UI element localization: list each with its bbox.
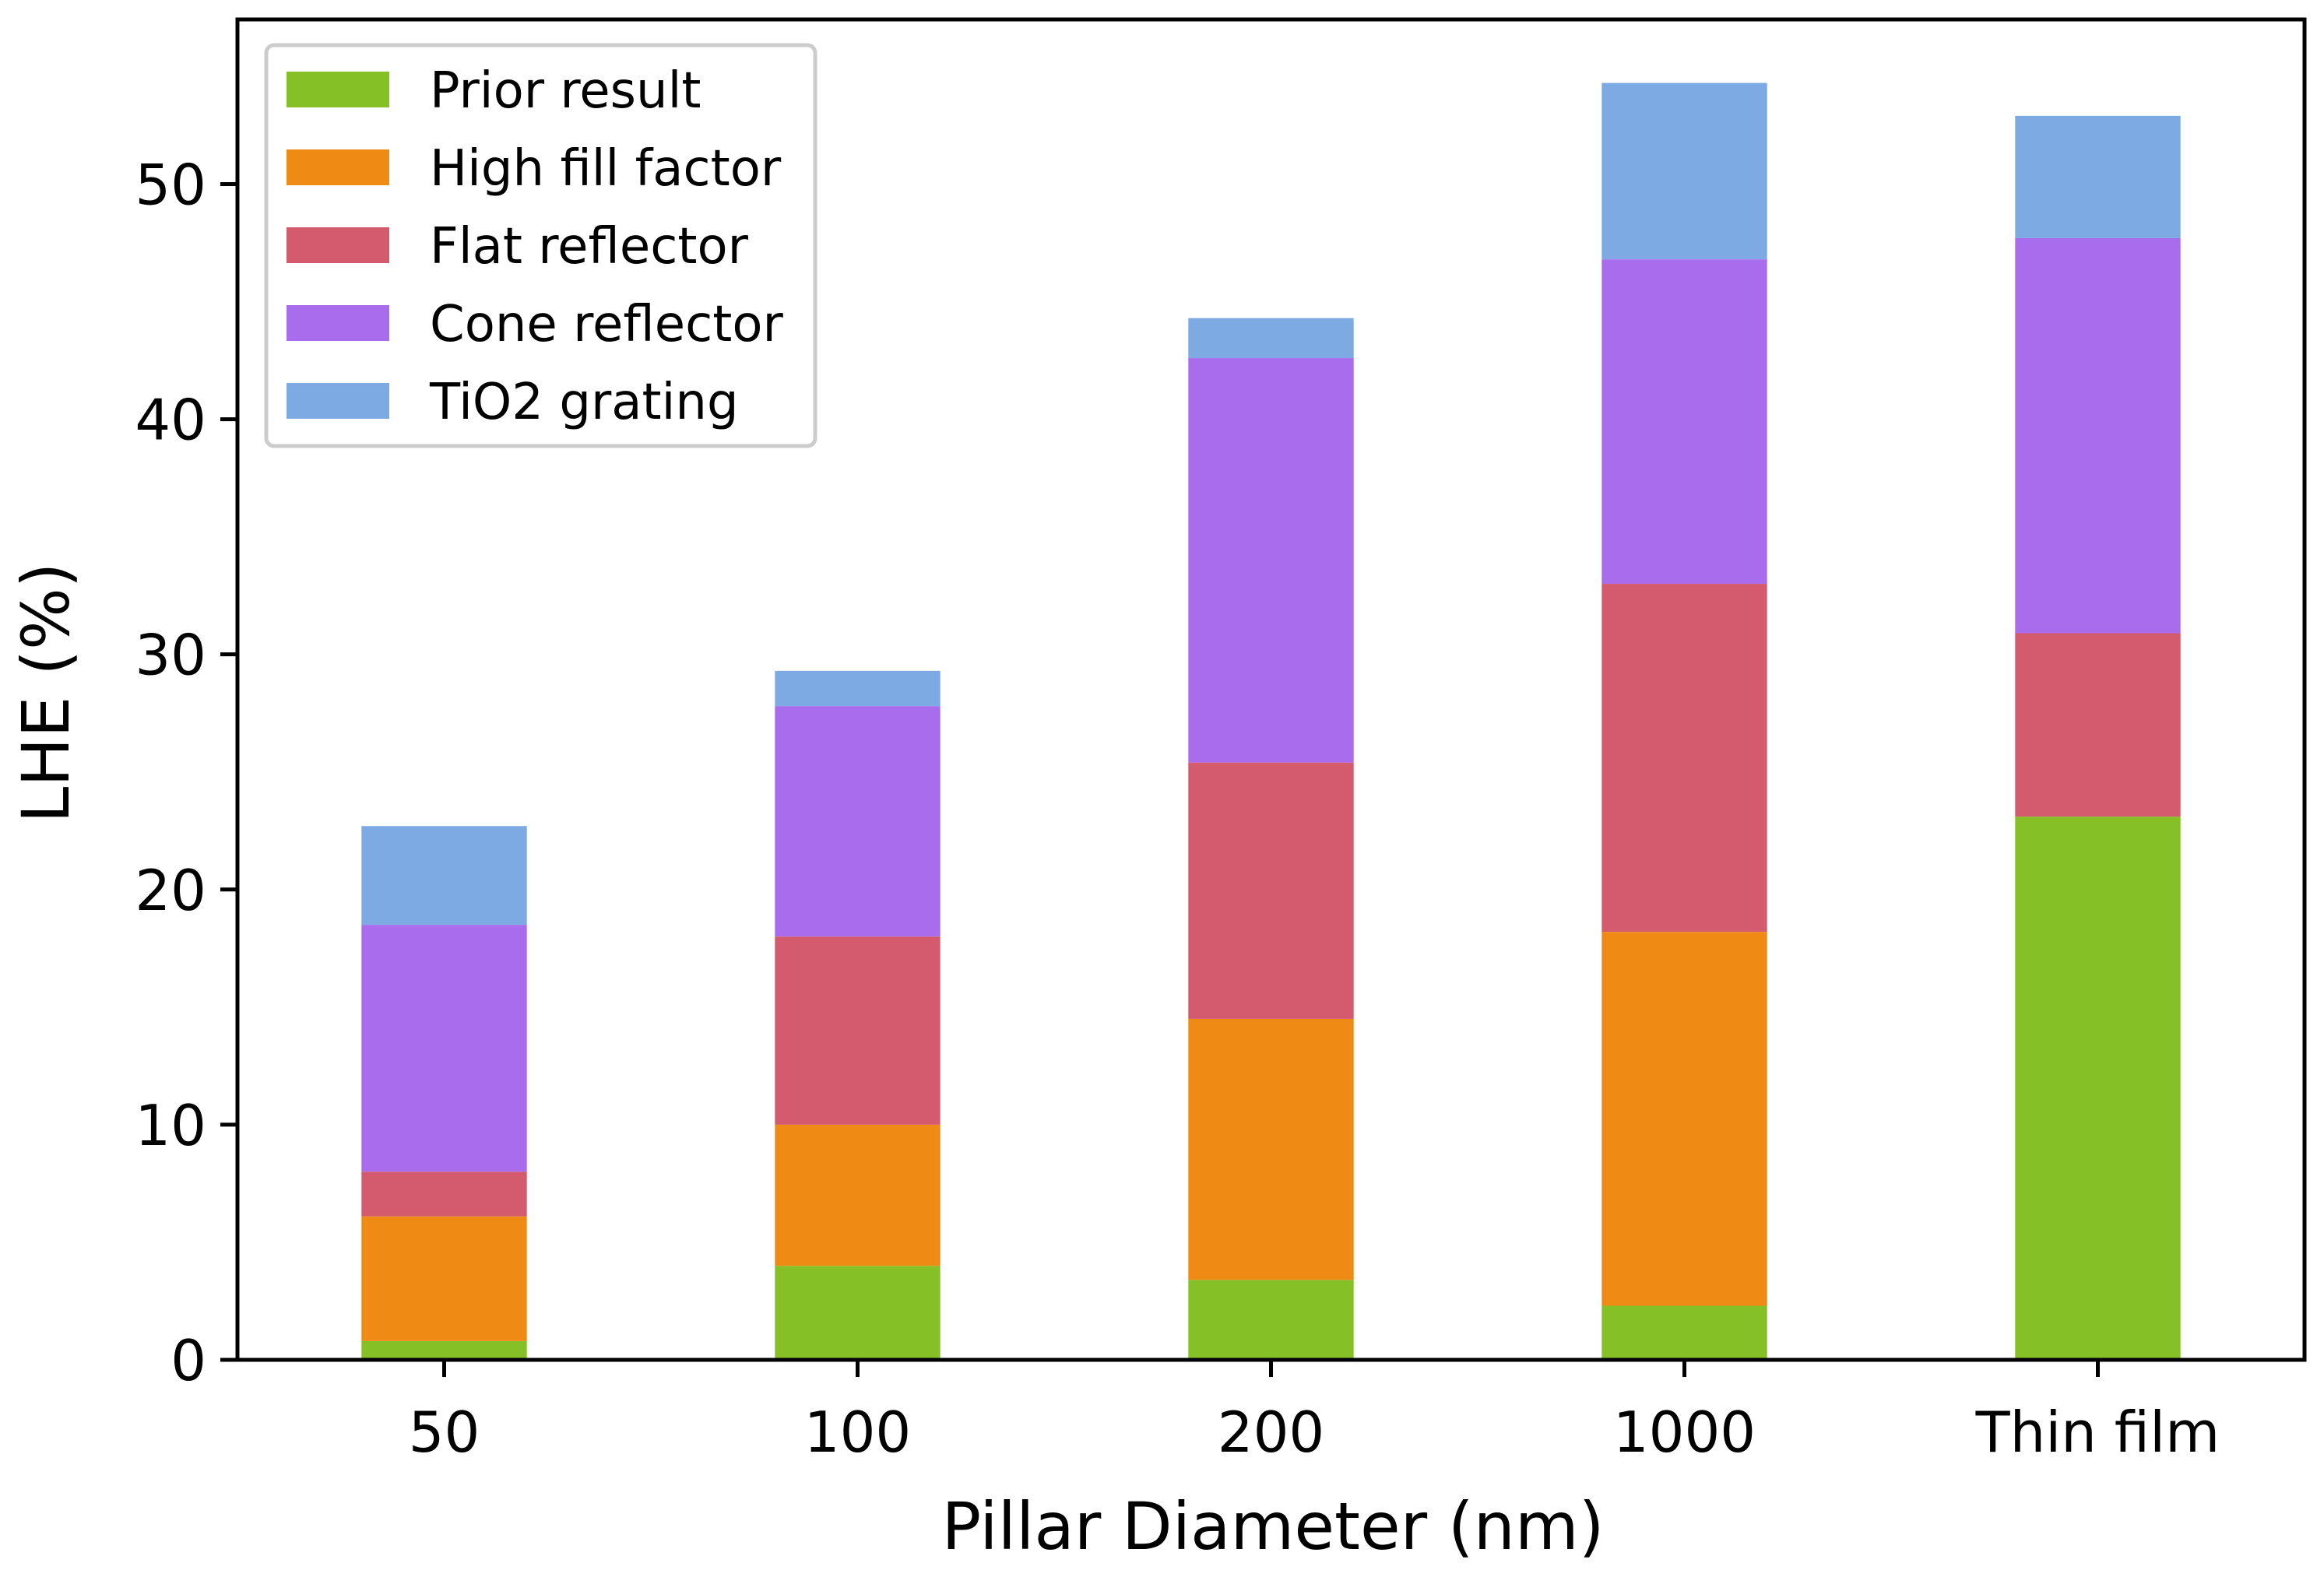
legend-swatch (287, 383, 389, 419)
bar-cone-reflector-1000 (1601, 259, 1767, 585)
bar-tio2-grating-1000 (1601, 83, 1767, 260)
legend-label: TiO2 grating (429, 374, 739, 431)
bar-flat-reflector-200 (1188, 762, 1354, 1019)
bar-tio2-grating-thin-film (2015, 115, 2181, 238)
bar-flat-reflector-100 (775, 936, 940, 1125)
legend-swatch (287, 72, 389, 107)
legend-swatch (287, 305, 389, 341)
legend-swatch (287, 227, 389, 263)
y-tick-label: 50 (135, 152, 206, 217)
legend: Prior result High fill factor Flat reflect… (264, 43, 817, 448)
y-tick-label: 10 (135, 1093, 206, 1158)
bar-flat-reflector-thin-film (2015, 633, 2181, 817)
bar-flat-reflector-50 (361, 1171, 527, 1217)
bar-prior-result-100 (775, 1266, 940, 1360)
y-tick-label: 20 (135, 858, 206, 923)
bar-cone-reflector-200 (1188, 358, 1354, 763)
x-axis-label: Pillar Diameter (nm) (942, 1488, 1605, 1565)
legend-label: Flat reflector (430, 218, 749, 276)
bar-tio2-grating-200 (1188, 318, 1354, 359)
bar-prior-result-200 (1188, 1280, 1354, 1360)
bar-tio2-grating-50 (361, 826, 527, 925)
bar-high-fill-factor-1000 (1601, 932, 1767, 1306)
bar-high-fill-factor-50 (361, 1216, 527, 1341)
x-tick-label: 1000 (1613, 1400, 1756, 1465)
axes-layer: 0 10 20 30 40 50 50 100 200 1000 Thin film (135, 17, 2307, 1465)
bar-cone-reflector-50 (361, 925, 527, 1172)
bar-high-fill-factor-100 (775, 1124, 940, 1266)
bars-layer (361, 83, 2181, 1360)
legend-label: Cone reflector (430, 296, 784, 353)
legend-frame (264, 43, 817, 448)
legend-label: Prior result (430, 62, 701, 120)
x-tick-label: 100 (804, 1400, 911, 1465)
y-tick-label: 40 (135, 388, 206, 453)
bar-high-fill-factor-200 (1188, 1018, 1354, 1280)
x-tick-label: Thin film (1975, 1400, 2220, 1465)
legend-swatch (287, 149, 389, 185)
y-axis-label: LHE (%) (8, 562, 84, 823)
bar-prior-result-1000 (1601, 1305, 1767, 1360)
y-tick-label: 30 (135, 623, 206, 688)
x-tick-label: 50 (409, 1400, 480, 1465)
x-tick-label: 200 (1218, 1400, 1324, 1465)
bar-prior-result-thin-film (2015, 817, 2181, 1360)
bar-flat-reflector-1000 (1601, 584, 1767, 933)
y-tick-label: 0 (171, 1328, 206, 1393)
bar-cone-reflector-thin-film (2015, 237, 2181, 634)
bar-cone-reflector-100 (775, 706, 940, 937)
bar-tio2-grating-100 (775, 670, 940, 707)
bar-prior-result-50 (361, 1340, 527, 1360)
legend-label: High fill factor (430, 140, 782, 198)
